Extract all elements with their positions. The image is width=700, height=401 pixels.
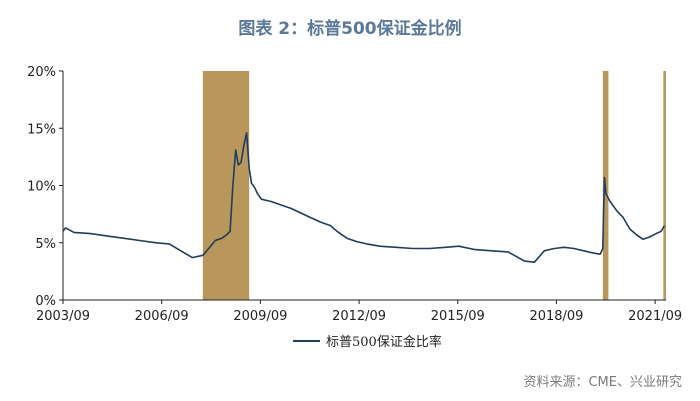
chart-title: 图表 2：标普500保证金比例: [238, 19, 462, 39]
y-tick-label: 10%: [27, 180, 56, 195]
x-tick-label: 2009/09: [233, 309, 287, 324]
x-ticks: 2003/09 2006/09 2009/09 2012/09 2015/09 2018/…: [36, 300, 682, 324]
legend: 标普500保证金比率: [293, 334, 442, 350]
x-tick-label: 2012/09: [332, 309, 386, 324]
y-ticks: 0% 5% 10% 15% 20%: [27, 65, 63, 309]
series-line-0: [62, 132, 666, 264]
y-tick-label: 15%: [27, 122, 56, 137]
x-tick-label: 2018/09: [529, 309, 583, 324]
series-lines: [62, 132, 666, 264]
y-tick-label: 0%: [35, 294, 56, 309]
x-tick-label: 2015/09: [431, 309, 485, 324]
shaded-period-0: [202, 71, 250, 300]
x-tick-label: 2006/09: [135, 309, 189, 324]
shaded-periods: [202, 71, 666, 300]
x-tick-label: 2003/09: [36, 309, 90, 324]
axes: [62, 71, 666, 301]
y-tick-label: 5%: [35, 237, 56, 252]
source-note: 资料来源：CME、兴业研究: [523, 375, 682, 390]
y-tick-label: 20%: [27, 65, 56, 80]
shaded-period-2: [663, 71, 666, 300]
x-tick-label: 2021/09: [628, 309, 682, 324]
legend-label: 标普500保证金比率: [326, 334, 442, 350]
